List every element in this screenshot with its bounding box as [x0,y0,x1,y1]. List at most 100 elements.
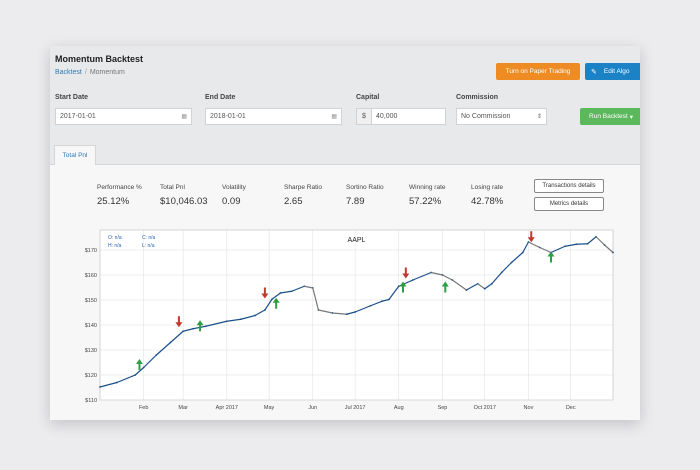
price-series-segment [99,381,118,388]
price-series-segment [539,246,552,254]
dollar-prefix: $ [357,109,372,124]
price-series-segment [595,236,605,246]
page-title: Momentum Backtest [55,54,144,64]
price-series-segment [318,309,333,314]
price-series-segment [134,367,145,376]
metric-value: 2.65 [284,196,303,207]
breadcrumb-separator: / [84,69,87,76]
end-date-label: End Date [205,94,236,101]
price-series-segment [332,312,347,315]
commission-label: Commission [456,94,499,101]
run-backtest-button[interactable]: Run Backtest ▾ [580,108,640,125]
ohlc-readout: O: n/a [108,235,122,241]
price-series-segment [116,374,136,384]
x-tick-label: Apr 2017 [216,405,238,411]
backtest-window: Momentum Backtest Backtest / Momentum Turn… [50,46,640,420]
metric-value: 7.89 [346,196,365,207]
x-tick-label: Dec [566,405,576,411]
metric-value: 42.78% [471,196,504,207]
commission-select[interactable]: No Commission ⇕ [456,108,547,125]
capital-field[interactable]: $ 40,000 [356,108,446,125]
metric-value: 57.22% [409,196,442,207]
ohlc-readout: L: n/a [142,243,155,249]
tab-bar: Total Pnl [50,136,640,165]
price-series-segment [477,283,486,290]
price-series-segment [143,354,157,368]
y-tick-label: $110 [85,398,97,404]
buy-signal-marker [441,281,449,293]
price-chart: $110 $120 $130 $140 $150 $160 $170 Feb Mar Apr 20… [85,229,614,411]
tab-total-pnl[interactable]: Total Pnl [54,145,96,165]
header-bar: Momentum Backtest Backtest / Momentum Turn… [50,46,640,87]
metric-label: Total Pnl [160,184,185,191]
metric-value: 0.09 [222,196,241,207]
transactions-details-button[interactable]: Transactions details [534,179,604,193]
y-tick-label: $160 [85,273,97,279]
metric-label: Sharpe Ratio [284,184,322,191]
buy-signal-marker [272,297,280,309]
x-tick-label: Jun [308,405,317,411]
edit-icon: ✎ [591,68,597,76]
price-series-segment [388,285,400,300]
price-series-segment [370,300,383,307]
buy-signal-marker [135,359,143,370]
price-series-segment [170,330,184,343]
x-tick-label: Mar [178,405,188,411]
calendar-icon[interactable]: ▦ [181,114,187,120]
paper-trading-button[interactable]: Turn on Paper Trading [496,63,580,80]
price-series-segment [354,305,371,313]
x-tick-label: Oct 2017 [474,405,496,411]
breadcrumb-backtest-link[interactable]: Backtest [55,69,82,76]
end-date-field[interactable]: 2018-01-01 ▦ [205,108,342,125]
x-tick-label: Aug [394,405,404,411]
metric-label: Sortino Ratio [346,184,384,191]
ohlc-readout: H: n/a [108,243,122,249]
sell-signal-marker [261,287,269,299]
y-tick-label: $170 [85,248,97,254]
end-date-value: 2018-01-01 [210,113,246,120]
sell-signal-marker [527,231,535,243]
x-tick-label: Nov [524,405,534,411]
start-date-field[interactable]: 2017-01-01 ▦ [55,108,192,125]
y-tick-label: $150 [85,298,97,304]
price-series-segment [291,285,305,292]
calendar-icon[interactable]: ▦ [331,114,337,120]
price-series-segment [431,271,443,276]
edit-algo-button[interactable]: ✎ Edit Algo [585,63,640,80]
edit-algo-label: Edit Algo [603,68,630,75]
x-tick-label: Feb [139,405,148,411]
price-series-segment [604,244,614,253]
breadcrumb-current: Momentum [89,69,125,76]
capital-label: Capital [356,94,380,101]
buy-signal-marker [399,281,407,293]
price-series-segment [511,252,524,263]
metrics-details-button[interactable]: Metrics details [534,197,604,211]
x-tick-label: Sep [438,405,448,411]
commission-value: No Commission [461,113,511,120]
price-series-segment [587,236,597,245]
price-series-segment [254,309,266,317]
capital-value: 40,000 [376,113,398,120]
select-arrows-icon: ⇕ [536,114,542,120]
y-tick-label: $140 [85,323,97,329]
price-series-segment [564,243,577,247]
price-series-segment [304,285,313,289]
sell-signal-marker [175,316,183,328]
price-series-segment [240,314,256,320]
metric-label: Volatility [222,184,246,191]
run-backtest-label: Run Backtest [589,113,628,120]
caret-down-icon: ▾ [629,113,633,121]
price-series-segment [576,243,588,245]
price-series-segment [442,274,453,281]
ohlc-readout: C: n/a [142,235,156,241]
metric-value: $10,046.03 [160,196,208,207]
backtest-settings-form: Start Date 2017-01-01 ▦ End Date 2018-01… [50,86,640,136]
metric-label: Losing rate [471,184,504,191]
price-series-segment [550,245,566,254]
price-series-segment [501,262,512,273]
price-series-segment [280,290,292,294]
price-series-segment [271,292,281,300]
price-series-segment [522,241,529,253]
price-series-segment [451,279,467,291]
buy-signal-marker [547,251,555,263]
